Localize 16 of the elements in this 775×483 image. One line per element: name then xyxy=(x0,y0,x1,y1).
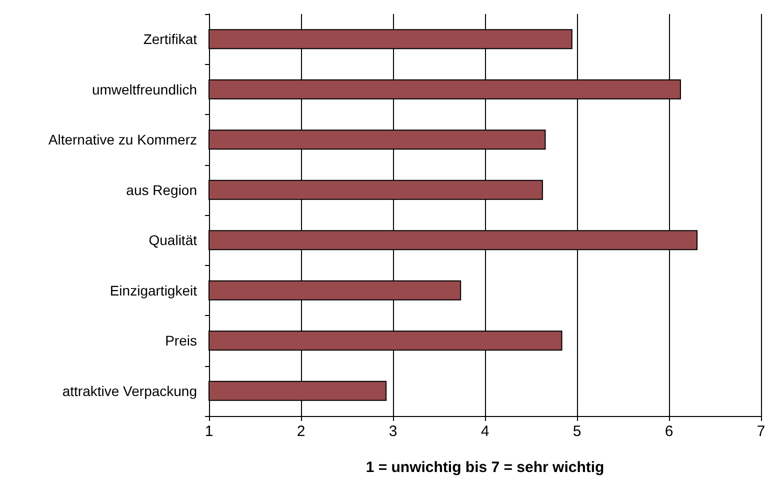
x-tick-label: 7 xyxy=(756,423,766,440)
x-tick-label: 1 xyxy=(204,423,214,440)
y-tick-label: Alternative zu Kommerz xyxy=(48,132,197,148)
x-tick-label: 5 xyxy=(572,423,582,440)
x-tick-label: 4 xyxy=(480,423,490,440)
y-tick-label: umweltfreundlich xyxy=(92,81,197,98)
y-tick-label: Qualität xyxy=(148,232,198,248)
x-axis-title: 1 = unwichtig bis 7 = sehr wichtig xyxy=(366,459,604,476)
x-tick-label: 2 xyxy=(296,423,306,440)
y-tick-label: Zertifikat xyxy=(143,31,198,48)
y-tick-label: aus Region xyxy=(126,182,197,198)
x-tick-label: 6 xyxy=(664,423,674,440)
x-tick-label: 3 xyxy=(388,423,398,440)
y-tick-label: Preis xyxy=(165,332,197,349)
y-tick-label: attraktive Verpackung xyxy=(62,382,197,399)
y-tick-label: Einzigartigkeit xyxy=(110,282,198,298)
